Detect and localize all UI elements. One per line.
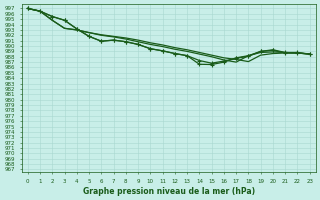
X-axis label: Graphe pression niveau de la mer (hPa): Graphe pression niveau de la mer (hPa) (83, 187, 255, 196)
